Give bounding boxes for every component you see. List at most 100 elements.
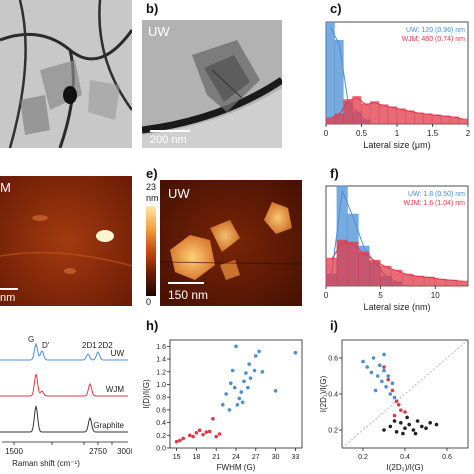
data-point-wjm	[211, 416, 215, 421]
histogram-bar-wjm	[379, 104, 388, 125]
y-axis-label: I(2D₁)/I(G)	[319, 375, 328, 412]
data-point-uw	[242, 379, 246, 384]
panel-label-h: h)	[146, 318, 159, 333]
raman-trace	[0, 342, 128, 361]
tem-image-b: UW 200 nm	[142, 20, 282, 148]
y-tick-label: 0.6	[156, 407, 166, 414]
y-tick-label: 0.2	[328, 428, 338, 435]
tem-b-scale-bar	[150, 130, 190, 132]
y-tick-label: 0.8	[156, 395, 166, 402]
data-point-graphite	[392, 419, 397, 423]
x-tick-label: 24	[232, 454, 240, 461]
data-point-wjm	[386, 377, 390, 382]
data-point-wjm	[207, 429, 212, 434]
data-point-uw	[361, 359, 365, 364]
data-point-uw	[390, 381, 395, 385]
data-point-uw	[254, 354, 258, 358]
raman-trace	[0, 405, 128, 433]
x-tick-label: 0.2	[358, 454, 368, 461]
tem-image-a	[0, 0, 132, 148]
histogram-bar-wjm	[380, 265, 392, 287]
x-tick-label: 18	[193, 454, 201, 461]
y-axis-label: I(D)/I(G)	[142, 379, 151, 409]
data-point-graphite	[420, 424, 424, 429]
legend-entry: WJM: 1.6 (1.04) nm	[404, 200, 466, 207]
histogram-bar-wjm	[387, 106, 397, 125]
x-axis-label: I(2D₂)/I(G)	[387, 463, 424, 472]
peak-label: G	[28, 335, 34, 344]
data-point-uw	[235, 403, 240, 407]
x-axis-label: FWHM (G)	[217, 463, 256, 472]
x-tick-label: 2750	[89, 447, 107, 456]
histogram-bar-wjm	[370, 101, 380, 125]
chart-i: 0.2 0.4 0.6 0.2 0.4 0.6 I(2D₂)/I(G) I(2D₁)/I(G)	[319, 339, 469, 472]
x-tick-label: 0	[324, 291, 329, 300]
data-point-graphite	[401, 431, 405, 436]
data-point-wjm	[178, 438, 182, 443]
data-point-uw	[369, 370, 374, 375]
data-point-wjm	[174, 439, 179, 444]
panel-label-f: f)	[330, 166, 339, 181]
data-point-uw	[380, 379, 384, 384]
data-point-uw	[293, 350, 298, 355]
data-point-uw	[382, 368, 386, 373]
tem-image-b-drawing	[142, 20, 282, 148]
histogram-bar-wjm	[413, 275, 425, 287]
histogram-bar-wjm	[325, 117, 335, 125]
fit-curve-wjm	[330, 97, 464, 120]
x-axis-label: Lateral size (μm)	[363, 140, 430, 150]
data-point-uw	[382, 352, 386, 357]
trace-label: WJM	[106, 385, 125, 394]
histogram-bar-wjm	[325, 257, 337, 287]
data-point-uw	[386, 374, 390, 378]
afm-e-scale-label: 150 nm	[168, 288, 209, 302]
data-point-uw	[239, 390, 244, 394]
data-point-uw	[260, 369, 265, 374]
data-point-uw	[252, 368, 257, 373]
data-point-uw	[388, 392, 393, 396]
data-point-wjm	[201, 432, 205, 437]
data-point-graphite	[434, 422, 439, 427]
y-tick-label: 0.0	[156, 446, 166, 453]
histogram-bar-wjm	[423, 113, 433, 125]
data-point-wjm	[217, 432, 222, 436]
peak-label: 2D2	[98, 341, 113, 350]
histogram-bar-wjm	[441, 115, 451, 125]
raman-trace	[0, 373, 128, 397]
x-tick-label: 0.5	[356, 129, 368, 138]
histogram-bar-wjm	[358, 251, 370, 287]
trace-label: Graphite	[93, 421, 124, 430]
histogram-bar-wjm	[458, 118, 468, 125]
plot-frame	[169, 339, 303, 449]
x-tick-label: 21	[212, 454, 220, 461]
legend-entry: WJM: 460 (0.74) nm	[402, 36, 466, 43]
afm-d-overlay-label: M	[0, 180, 11, 195]
afm-image-d-drawing	[0, 176, 132, 306]
data-point-uw	[375, 374, 380, 378]
data-point-wjm	[392, 413, 397, 418]
data-point-graphite	[388, 424, 393, 429]
histogram-bar-wjm	[347, 241, 359, 287]
histogram-bar-wjm	[361, 103, 371, 125]
data-point-wjm	[214, 434, 218, 439]
afm-d-scale-bar	[0, 288, 18, 290]
afm-colorbar	[146, 206, 156, 296]
x-tick-label: 27	[252, 454, 260, 461]
afm-image-e-drawing	[160, 180, 302, 306]
data-point-uw	[378, 363, 382, 367]
data-point-uw	[247, 362, 251, 366]
data-point-wjm	[390, 388, 395, 393]
data-point-graphite	[407, 422, 411, 427]
y-tick-label: 1.2	[156, 369, 166, 376]
data-point-graphite	[382, 428, 386, 432]
data-point-uw	[240, 400, 245, 405]
x-tick-label: 1500	[5, 447, 23, 456]
panel-label-b: b)	[146, 1, 159, 16]
histogram-bar-wjm	[369, 259, 381, 287]
data-point-uw	[237, 396, 242, 401]
data-point-uw	[248, 376, 253, 380]
data-point-wjm	[399, 408, 403, 412]
chart-g: 1500 2750 3000 Raman shift (cm⁻¹) UW WJM Graph…	[0, 335, 132, 468]
data-point-wjm	[204, 430, 209, 434]
